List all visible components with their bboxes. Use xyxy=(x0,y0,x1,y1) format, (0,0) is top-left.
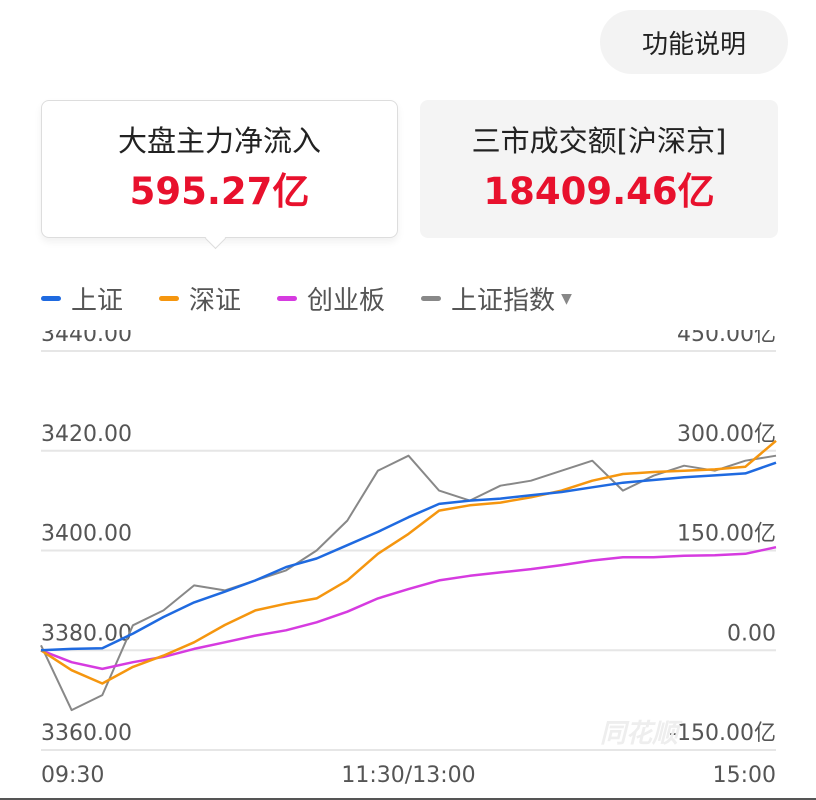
right-axis-tick: 450.00亿 xyxy=(677,330,776,347)
right-axis-tick: 0.00 xyxy=(727,621,776,646)
right-axis-tick: 300.00亿 xyxy=(677,422,776,447)
right-axis-tick: -150.00亿 xyxy=(669,721,776,746)
legend-label: 上证 xyxy=(71,286,124,316)
x-axis-tick: 15:00 xyxy=(713,763,776,788)
x-axis-tick: 09:30 xyxy=(41,763,104,788)
turnover-card[interactable]: 三市成交额[沪深京] 18409.46亿 xyxy=(420,100,778,238)
legend-label: 深证 xyxy=(189,286,242,316)
legend-swatch xyxy=(41,296,61,301)
legend-item-cyb[interactable]: 创业板 xyxy=(277,280,385,317)
series-line-上证指数 xyxy=(40,454,777,712)
watermark-logo: 同花顺 xyxy=(600,719,683,749)
main-net-inflow-card[interactable]: 大盘主力净流入 595.27亿 xyxy=(41,100,398,238)
card-title: 三市成交额[沪深京] xyxy=(471,124,727,158)
card-value: 18409.46亿 xyxy=(483,170,715,213)
card-title: 大盘主力净流入 xyxy=(117,124,321,158)
chart-legend: 上证 深证 创业板 上证指数 ▼ xyxy=(41,280,608,317)
flow-chart: 3440.00 450.00亿 3420.00 300.00亿 3400.00 150.0… xyxy=(0,330,816,800)
left-axis-tick: 3380.00 xyxy=(41,621,132,646)
series-line-深证 xyxy=(40,439,777,685)
legend-swatch xyxy=(277,296,298,301)
left-axis-tick: 3420.00 xyxy=(41,422,132,447)
left-axis-tick: 3400.00 xyxy=(41,522,132,547)
legend-item-index-dropdown[interactable]: 上证指数 ▼ xyxy=(421,280,572,317)
card-value: 595.27亿 xyxy=(129,170,310,213)
left-axis-tick: 3360.00 xyxy=(41,721,132,746)
legend-swatch xyxy=(159,296,180,301)
legend-swatch xyxy=(421,296,442,301)
function-help-button[interactable]: 功能说明 xyxy=(600,10,788,74)
series-line-上证 xyxy=(40,461,777,652)
legend-item-sh[interactable]: 上证 xyxy=(41,280,123,317)
right-axis-tick: 150.00亿 xyxy=(677,522,776,547)
legend-item-sz[interactable]: 深证 xyxy=(159,280,241,317)
legend-label: 上证指数 xyxy=(451,286,556,316)
left-axis-tick: 3440.00 xyxy=(41,330,132,347)
dropdown-caret-icon: ▼ xyxy=(561,290,572,307)
x-axis-tick: 11:30/13:00 xyxy=(341,763,475,788)
legend-label: 创业板 xyxy=(307,286,386,316)
